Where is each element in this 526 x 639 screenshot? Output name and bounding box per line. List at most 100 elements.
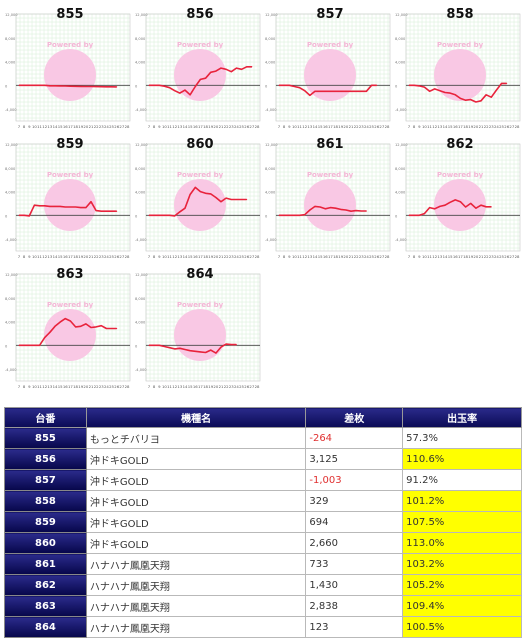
x-tick-label: 24 — [494, 254, 499, 259]
x-tick-label: 7 — [18, 254, 21, 259]
x-tick-label: 25 — [499, 254, 504, 259]
data-point — [220, 201, 222, 203]
data-point — [169, 87, 171, 89]
data-point — [506, 82, 508, 84]
x-tick-label: 12 — [42, 254, 47, 259]
x-tick-label: 11 — [37, 124, 42, 129]
x-tick-label: 28 — [385, 124, 390, 129]
x-tick-label: 10 — [422, 254, 427, 259]
x-tick-label: 16 — [193, 384, 198, 389]
payout-rate-cell: 110.6% — [402, 448, 522, 470]
x-tick-label: 14 — [313, 124, 318, 129]
x-tick-label: 25 — [109, 124, 114, 129]
x-tick-label: 20 — [213, 254, 218, 259]
data-point — [225, 68, 227, 70]
data-point — [174, 90, 176, 92]
x-tick-label: 22 — [224, 124, 229, 129]
x-tick-label: 14 — [443, 124, 448, 129]
line-chart: Powered by 12,000 8,000 4,000 0 -4,000 7 8 9 10 11… — [265, 143, 391, 259]
x-tick-label: 23 — [359, 124, 364, 129]
y-tick-label: 8,000 — [135, 37, 146, 41]
y-tick-label: 0 — [395, 84, 398, 88]
x-tick-label: 19 — [338, 254, 343, 259]
table-row: 858 沖ドキGOLD 329 101.2% — [4, 490, 522, 512]
x-tick-label: 22 — [224, 254, 229, 259]
data-point — [355, 90, 357, 92]
x-tick-label: 10 — [292, 124, 297, 129]
x-tick-label: 9 — [28, 384, 31, 389]
data-point — [80, 207, 82, 209]
x-tick-label: 17 — [198, 384, 203, 389]
series-line — [279, 205, 367, 217]
x-tick-label: 15 — [448, 124, 453, 129]
header-model-name: 機種名 — [85, 407, 307, 428]
y-tick-label: 8,000 — [135, 297, 146, 301]
x-tick-label: 16 — [323, 254, 328, 259]
watermark-text: Powered by — [307, 171, 354, 179]
x-tick-label: 11 — [37, 254, 42, 259]
data-point — [69, 85, 71, 87]
data-point — [210, 193, 212, 195]
x-tick-label: 10 — [32, 384, 37, 389]
data-point — [49, 85, 51, 87]
x-tick-label: 13 — [437, 254, 442, 259]
data-point — [44, 337, 46, 339]
data-point — [179, 92, 181, 94]
x-tick-label: 27 — [379, 124, 384, 129]
machine-number-cell: 857 — [4, 469, 87, 491]
x-tick-label: 13 — [307, 254, 312, 259]
data-point — [215, 70, 217, 72]
x-tick-label: 9 — [418, 124, 421, 129]
difference-cell: -1,003 — [305, 469, 404, 491]
x-tick-label: 25 — [239, 384, 244, 389]
y-tick-label: 0 — [395, 214, 398, 218]
x-tick-label: 7 — [408, 124, 411, 129]
data-point — [225, 197, 227, 199]
y-tick-label: -4,000 — [395, 108, 407, 112]
difference-cell: 694 — [305, 511, 404, 533]
x-tick-label: 23 — [229, 384, 234, 389]
data-point — [230, 199, 232, 201]
x-tick-label: 8 — [153, 384, 156, 389]
watermark-circle — [304, 179, 356, 231]
x-tick-label: 18 — [333, 124, 338, 129]
x-tick-label: 8 — [283, 124, 286, 129]
data-point — [199, 351, 201, 353]
x-tick-label: 7 — [278, 124, 281, 129]
x-tick-label: 9 — [158, 254, 161, 259]
x-tick-label: 26 — [244, 384, 249, 389]
machine-number-cell: 858 — [4, 490, 87, 512]
x-tick-label: 24 — [234, 384, 239, 389]
x-tick-label: 12 — [302, 254, 307, 259]
data-point — [174, 215, 176, 217]
data-point — [69, 320, 71, 322]
y-tick-label: 12,000 — [135, 13, 148, 17]
x-tick-label: 20 — [83, 384, 88, 389]
chart-panel: Powered by 12,000 8,000 4,000 0 -4,000 7 8 9 10 11… — [394, 2, 526, 134]
x-tick-label: 24 — [364, 124, 369, 129]
x-tick-label: 26 — [374, 124, 379, 129]
data-point — [80, 85, 82, 87]
x-tick-label: 18 — [203, 384, 208, 389]
data-point — [174, 348, 176, 350]
data-point — [293, 214, 295, 216]
data-point — [205, 192, 207, 194]
x-tick-label: 24 — [234, 254, 239, 259]
x-tick-label: 25 — [239, 254, 244, 259]
data-point — [454, 94, 456, 96]
data-point — [100, 210, 102, 212]
machine-number-cell: 862 — [4, 574, 87, 596]
data-point — [169, 214, 171, 216]
model-name-cell: 沖ドキGOLD — [85, 448, 307, 470]
x-tick-label: 17 — [458, 124, 463, 129]
data-point — [184, 89, 186, 91]
data-point — [90, 327, 92, 328]
x-tick-label: 27 — [249, 254, 254, 259]
x-tick-label: 28 — [515, 254, 520, 259]
model-name-cell: 沖ドキGOLD — [85, 532, 307, 554]
x-tick-label: 28 — [515, 124, 520, 129]
x-tick-label: 26 — [114, 124, 119, 129]
table-row: 862 ハナハナ鳳凰天翔 1,430 105.2% — [4, 574, 522, 596]
header-payout-rate: 出玉率 — [402, 407, 522, 428]
data-point — [205, 77, 207, 79]
